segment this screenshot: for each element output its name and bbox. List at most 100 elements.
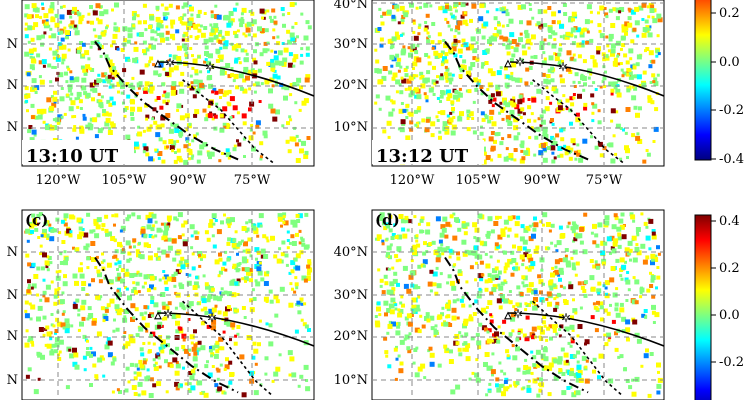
tec-sample [107,74,112,79]
tec-sample [111,214,115,218]
tec-sample [184,52,189,57]
tec-sample [604,54,609,59]
tec-sample [39,298,43,302]
tec-sample [27,367,32,372]
tec-sample [429,352,435,358]
tec-sample [654,107,659,112]
tec-sample [530,126,534,130]
tec-sample [500,369,504,373]
tec-sample [38,327,44,332]
tec-sample [489,43,492,47]
tec-sample [100,260,104,264]
tec-sample [209,219,214,224]
tec-sample [74,280,79,286]
tec-sample [110,236,116,241]
tec-sample [384,350,389,355]
tec-sample [95,294,101,300]
tec-sample [222,311,228,317]
tec-sample [83,245,88,250]
tec-sample [580,31,583,35]
tec-sample [551,87,556,92]
tec-sample [639,287,645,293]
tec-sample [219,70,225,76]
tec-sample [117,260,122,265]
tec-sample [469,265,474,270]
tec-sample [582,88,586,92]
tec-sample [194,69,199,74]
tec-sample [549,101,553,105]
tec-sample [160,222,164,226]
tec-sample [441,322,445,327]
tec-sample [572,53,576,57]
tec-sample [52,125,58,131]
tec-sample [289,2,295,7]
tec-sample [645,47,650,51]
tec-sample [244,279,247,283]
tec-sample [485,48,490,53]
tec-sample [173,284,177,288]
tec-sample [218,33,222,37]
tec-sample [41,19,46,24]
tec-sample [196,159,201,164]
tec-sample [404,218,410,224]
tec-sample [553,52,557,56]
tec-sample [183,220,188,225]
tec-sample [165,16,169,20]
tec-sample [202,254,207,259]
tec-sample [616,92,622,98]
tec-sample [611,248,617,254]
tec-sample [103,9,109,15]
tec-sample [491,373,494,377]
tec-sample [182,366,185,370]
tec-sample [504,377,509,382]
tec-sample [281,61,287,67]
tec-sample [146,368,150,372]
tec-sample [497,325,501,329]
tec-sample [244,34,248,38]
tec-sample [617,62,621,66]
tec-sample [472,130,477,135]
tec-sample [449,349,453,354]
panel-b-time: 13:12 UT [376,146,469,167]
tec-sample [200,345,206,351]
tec-sample [104,121,110,127]
tec-sample [190,234,194,238]
tec-sample [307,261,312,266]
tec-sample [511,329,515,333]
tec-sample [447,24,451,28]
tec-sample [505,85,509,89]
tec-sample [171,149,175,153]
tec-sample [443,321,449,327]
tec-sample [435,80,439,84]
tec-sample [635,135,641,141]
tec-sample [496,339,501,344]
tec-sample [645,235,651,241]
tec-sample [82,113,86,117]
tec-sample [535,349,541,355]
tec-sample [522,284,526,288]
tec-sample [184,348,189,354]
tec-sample [465,356,471,362]
tec-sample [53,301,58,306]
tec-sample [374,68,380,74]
tec-sample [571,328,575,332]
tec-sample [26,109,29,113]
tec-sample [162,305,167,310]
tec-sample [551,11,557,17]
tec-sample [252,83,256,87]
tec-sample [508,153,514,158]
tec-sample [150,36,155,41]
tec-sample [461,65,467,70]
tec-sample [643,309,648,313]
tec-sample [114,262,118,266]
tec-sample [35,14,39,19]
tec-sample [232,147,237,152]
tec-sample [501,137,505,141]
tec-sample [569,147,574,152]
tec-sample [497,153,502,158]
tec-sample [637,139,643,144]
tec-sample [199,144,205,150]
tec-sample [562,257,568,263]
tec-sample [89,117,94,122]
tec-sample [232,7,237,12]
